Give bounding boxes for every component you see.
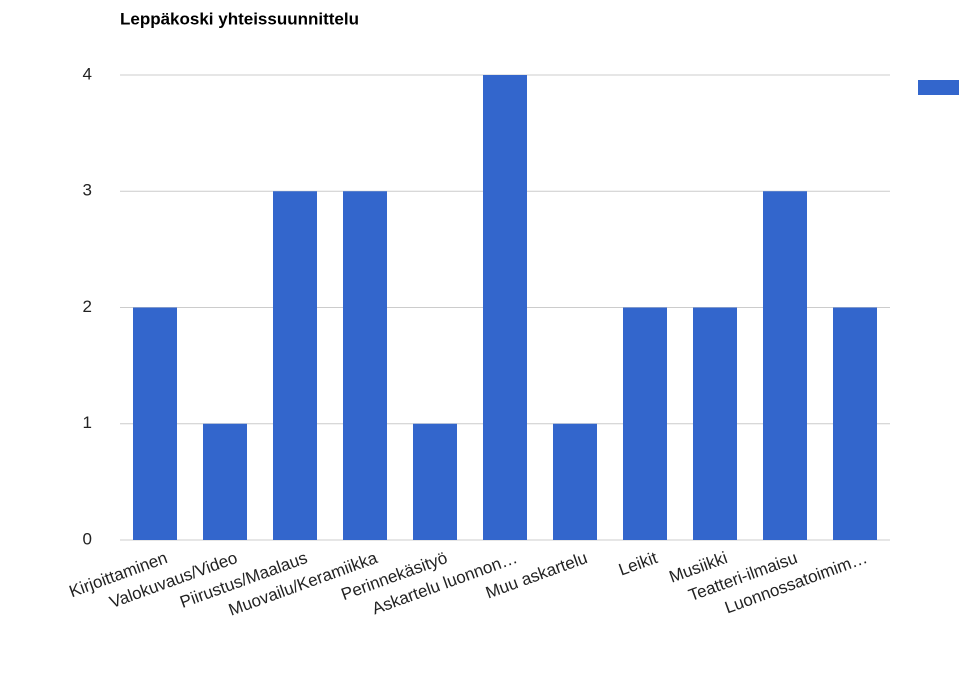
bar [693,307,737,540]
chart-title: Leppäkoski yhteissuunnittelu [120,9,359,28]
y-tick-label: 1 [83,413,92,432]
bar [833,307,877,540]
bar [343,191,387,540]
bar [483,75,527,540]
bar [133,307,177,540]
bar [413,423,457,540]
bar [203,423,247,540]
y-tick-label: 2 [83,297,92,316]
legend-swatch [918,80,959,95]
bar [273,191,317,540]
x-tick-label: Leikit [616,548,660,580]
y-tick-label: 0 [83,529,92,548]
bar [763,191,807,540]
bar [623,307,667,540]
y-tick-label: 4 [83,64,92,83]
y-tick-label: 3 [83,181,92,200]
bar [553,423,597,540]
